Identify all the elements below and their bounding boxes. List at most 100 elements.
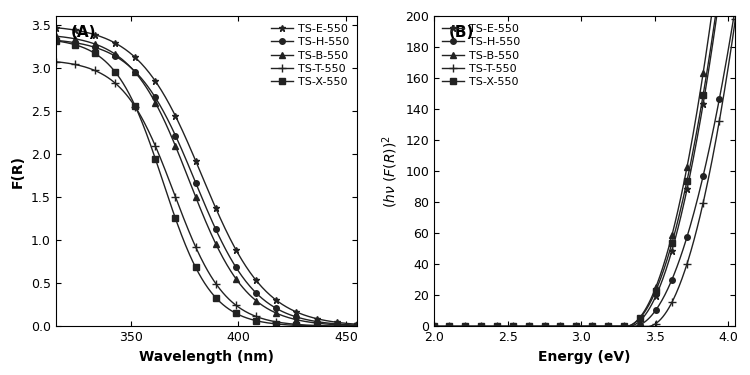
- TS-X-550: [305, 324, 314, 328]
- Line: TS-B-550: TS-B-550: [53, 33, 360, 328]
- Line: TS-T-550: TS-T-550: [51, 57, 361, 330]
- TS-T-550: [731, 17, 740, 21]
- TS-E-550: [230, 246, 239, 250]
- TS-H-550: [609, 324, 618, 329]
- TS-H-550: [230, 262, 238, 266]
- TS-B-550: [352, 323, 362, 328]
- TS-T-550: [703, 182, 712, 187]
- X-axis label: Energy (eV): Energy (eV): [538, 350, 631, 364]
- X-axis label: Wavelength (nm): Wavelength (nm): [139, 350, 274, 364]
- TS-T-550: [430, 324, 439, 329]
- TS-T-550: [305, 323, 314, 327]
- TS-T-550: [609, 324, 618, 329]
- TS-X-550: [614, 324, 623, 329]
- Line: TS-E-550: TS-E-550: [430, 5, 739, 330]
- TS-E-550: [352, 322, 362, 327]
- TS-B-550: [236, 282, 244, 286]
- TS-B-550: [51, 34, 60, 38]
- Text: (B): (B): [449, 26, 475, 40]
- TS-H-550: [683, 231, 692, 236]
- TS-E-550: [614, 324, 623, 329]
- Y-axis label: F(R): F(R): [11, 155, 25, 188]
- TS-X-550: [230, 310, 238, 315]
- TS-E-550: [703, 77, 712, 82]
- TS-X-550: [236, 313, 244, 318]
- TS-T-550: [683, 258, 692, 263]
- TS-E-550: [324, 319, 333, 323]
- Line: TS-B-550: TS-B-550: [431, 6, 738, 329]
- TS-B-550: [614, 324, 623, 329]
- TS-H-550: [230, 263, 239, 268]
- TS-X-550: [352, 324, 362, 328]
- TS-H-550: [52, 38, 61, 43]
- TS-B-550: [683, 159, 692, 164]
- TS-H-550: [731, 6, 740, 10]
- TS-E-550: [305, 315, 314, 319]
- TS-B-550: [608, 324, 617, 329]
- TS-H-550: [614, 324, 623, 329]
- TS-X-550: [731, 6, 740, 10]
- TS-X-550: [683, 174, 692, 178]
- Line: TS-H-550: TS-H-550: [431, 6, 738, 329]
- TS-B-550: [230, 274, 238, 278]
- TS-T-550: [230, 302, 239, 307]
- TS-T-550: [230, 302, 238, 306]
- TS-E-550: [230, 244, 238, 248]
- Legend: TS-E-550, TS-H-550, TS-B-550, TS-T-550, TS-X-550: TS-E-550, TS-H-550, TS-B-550, TS-T-550, …: [440, 22, 522, 90]
- TS-X-550: [609, 324, 618, 329]
- TS-B-550: [609, 324, 618, 329]
- TS-B-550: [305, 320, 314, 324]
- TS-E-550: [609, 324, 618, 329]
- TS-B-550: [52, 34, 61, 39]
- Line: TS-E-550: TS-E-550: [52, 24, 360, 328]
- TS-T-550: [352, 324, 362, 328]
- TS-X-550: [230, 310, 239, 315]
- TS-E-550: [683, 182, 692, 187]
- TS-B-550: [709, 6, 718, 10]
- TS-X-550: [430, 324, 439, 329]
- TS-H-550: [236, 271, 244, 276]
- Line: TS-X-550: TS-X-550: [53, 38, 360, 329]
- Line: TS-X-550: TS-X-550: [431, 6, 738, 329]
- TS-X-550: [703, 68, 712, 73]
- Legend: TS-E-550, TS-H-550, TS-B-550, TS-T-550, TS-X-550: TS-E-550, TS-H-550, TS-B-550, TS-T-550, …: [269, 22, 351, 90]
- TS-E-550: [430, 324, 439, 329]
- TS-E-550: [236, 255, 244, 259]
- Line: TS-T-550: TS-T-550: [430, 15, 740, 331]
- TS-T-550: [324, 324, 333, 328]
- TS-E-550: [51, 26, 60, 30]
- TS-X-550: [712, 6, 722, 10]
- TS-T-550: [52, 60, 61, 64]
- TS-X-550: [608, 324, 617, 329]
- Line: TS-H-550: TS-H-550: [53, 38, 360, 328]
- TS-X-550: [52, 39, 61, 43]
- Text: (A): (A): [70, 26, 96, 40]
- TS-H-550: [430, 324, 439, 329]
- TS-T-550: [608, 324, 617, 329]
- Y-axis label: $(h\nu\ (F(R))^2$: $(h\nu\ (F(R))^2$: [380, 135, 400, 208]
- TS-B-550: [230, 275, 239, 279]
- TS-H-550: [305, 318, 314, 322]
- TS-H-550: [51, 38, 60, 43]
- TS-B-550: [731, 6, 740, 10]
- TS-H-550: [703, 156, 712, 160]
- TS-B-550: [324, 322, 333, 327]
- TS-X-550: [430, 324, 439, 329]
- TS-E-550: [714, 6, 723, 10]
- TS-H-550: [430, 324, 439, 329]
- TS-E-550: [430, 324, 439, 329]
- TS-T-550: [430, 324, 439, 329]
- TS-X-550: [324, 324, 333, 328]
- TS-E-550: [608, 324, 617, 329]
- TS-E-550: [52, 26, 61, 30]
- TS-H-550: [324, 321, 333, 326]
- TS-H-550: [352, 323, 362, 327]
- TS-B-550: [430, 324, 439, 329]
- TS-H-550: [608, 324, 617, 329]
- TS-T-550: [614, 324, 623, 329]
- TS-B-550: [703, 44, 712, 48]
- TS-B-550: [430, 324, 439, 329]
- TS-T-550: [51, 59, 60, 64]
- TS-E-550: [731, 6, 740, 10]
- TS-T-550: [236, 306, 244, 310]
